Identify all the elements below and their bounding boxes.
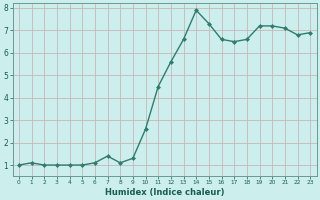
X-axis label: Humidex (Indice chaleur): Humidex (Indice chaleur) [105,188,224,197]
